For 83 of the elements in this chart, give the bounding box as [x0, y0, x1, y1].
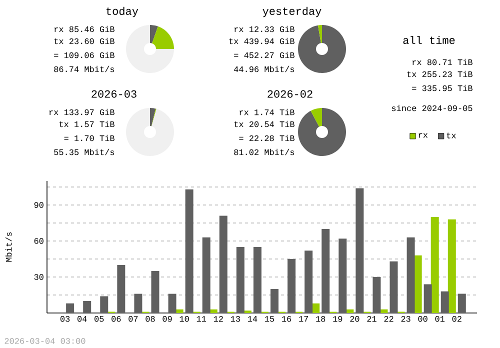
- text: 44.96 Mbit/s: [234, 66, 294, 72]
- x-tick-label: 08: [146, 316, 155, 322]
- x-tick-label: 18: [316, 316, 326, 322]
- text: = 335.95 TiB: [412, 84, 472, 92]
- bar: [406, 237, 415, 313]
- y-tick-label: 90: [34, 202, 44, 208]
- text: 86.74 Mbit/s: [54, 66, 114, 72]
- bar: [430, 217, 439, 313]
- text: rx 133.97 GiB: [49, 108, 114, 116]
- bar: [83, 301, 92, 313]
- x-tick-label: 07: [128, 316, 138, 322]
- bar: [372, 277, 381, 313]
- bar: [270, 289, 278, 313]
- bar: [356, 188, 364, 313]
- bar: [202, 237, 210, 313]
- x-tick-label: 02: [452, 316, 462, 322]
- text: 55.35 Mbit/s: [54, 148, 114, 156]
- x-tick-label: 20: [350, 316, 360, 322]
- bar: [288, 259, 296, 313]
- bar: [304, 250, 313, 313]
- text: = 452.27 GiB: [234, 52, 294, 58]
- bar: [322, 229, 330, 313]
- x-tick-label: 05: [94, 316, 104, 322]
- bar: [338, 238, 347, 313]
- text: rx 85.46 GiB: [54, 26, 114, 32]
- text: rx 12.33 GiB: [234, 26, 294, 32]
- chart-title: today: [106, 6, 138, 18]
- bar: [253, 246, 262, 313]
- y-tick-label: 30: [34, 274, 44, 280]
- bar: [134, 294, 142, 313]
- text: all time: [403, 36, 455, 44]
- bar: [219, 216, 228, 313]
- bar: [117, 265, 126, 313]
- text: since 2024-09-05: [392, 104, 472, 112]
- bar: [390, 261, 398, 313]
- text: tx 1.57 TiB: [59, 120, 114, 128]
- bar: [151, 271, 160, 313]
- bar: [458, 294, 466, 313]
- text: 81.02 Mbit/s: [234, 148, 294, 156]
- chart-title: 2026-03: [92, 90, 136, 98]
- chart-title: 2026-02: [268, 90, 312, 98]
- x-tick-label: 16: [282, 316, 292, 322]
- bar: [66, 303, 74, 313]
- x-tick-label: 14: [248, 316, 258, 322]
- text: rx 1.74 TiB: [240, 108, 294, 116]
- bar: [236, 246, 244, 313]
- legend-label: tx: [446, 132, 456, 138]
- bar: [440, 291, 449, 313]
- x-tick-label: 11: [196, 316, 206, 322]
- bar: [448, 219, 456, 313]
- x-tick-label: 15: [265, 316, 274, 322]
- bar: [380, 309, 388, 313]
- x-tick-label: 00: [418, 316, 428, 322]
- chart-title: yesterday: [262, 6, 322, 18]
- bar: [185, 189, 194, 313]
- x-tick-label: 06: [112, 316, 121, 322]
- x-tick-label: 23: [401, 316, 410, 322]
- x-tick-label: 10: [180, 316, 189, 322]
- text: = 109.06 GiB: [54, 52, 114, 58]
- x-tick-label: 21: [367, 316, 376, 322]
- x-tick-label: 12: [214, 316, 223, 322]
- text: tx 255.23 TiB: [407, 70, 472, 78]
- bar: [424, 284, 432, 313]
- x-tick-label: 09: [162, 316, 172, 322]
- x-tick-label: 13: [230, 316, 240, 322]
- x-tick-label: 04: [78, 316, 87, 322]
- x-tick-label: 01: [435, 316, 445, 322]
- y-axis-title: Mbit/s: [5, 232, 12, 262]
- x-tick-label: 17: [299, 316, 308, 322]
- x-tick-label: 19: [333, 316, 342, 322]
- text: tx 23.60 GiB: [54, 38, 114, 44]
- y-tick-label: 60: [34, 238, 44, 244]
- text: tx 20.54 TiB: [234, 120, 294, 128]
- legend-label: rx: [418, 133, 428, 138]
- text: 2026-03-04 03:00: [4, 338, 86, 344]
- text: = 1.70 TiB: [64, 134, 114, 142]
- bar: [168, 294, 176, 313]
- text: = 22.28 TiB: [239, 134, 294, 142]
- text: tx 439.94 GiB: [229, 38, 294, 44]
- text: rx 80.71 TiB: [412, 58, 472, 66]
- bar: [100, 296, 108, 313]
- x-tick-label: 22: [384, 316, 394, 322]
- x-tick-label: 03: [60, 316, 70, 322]
